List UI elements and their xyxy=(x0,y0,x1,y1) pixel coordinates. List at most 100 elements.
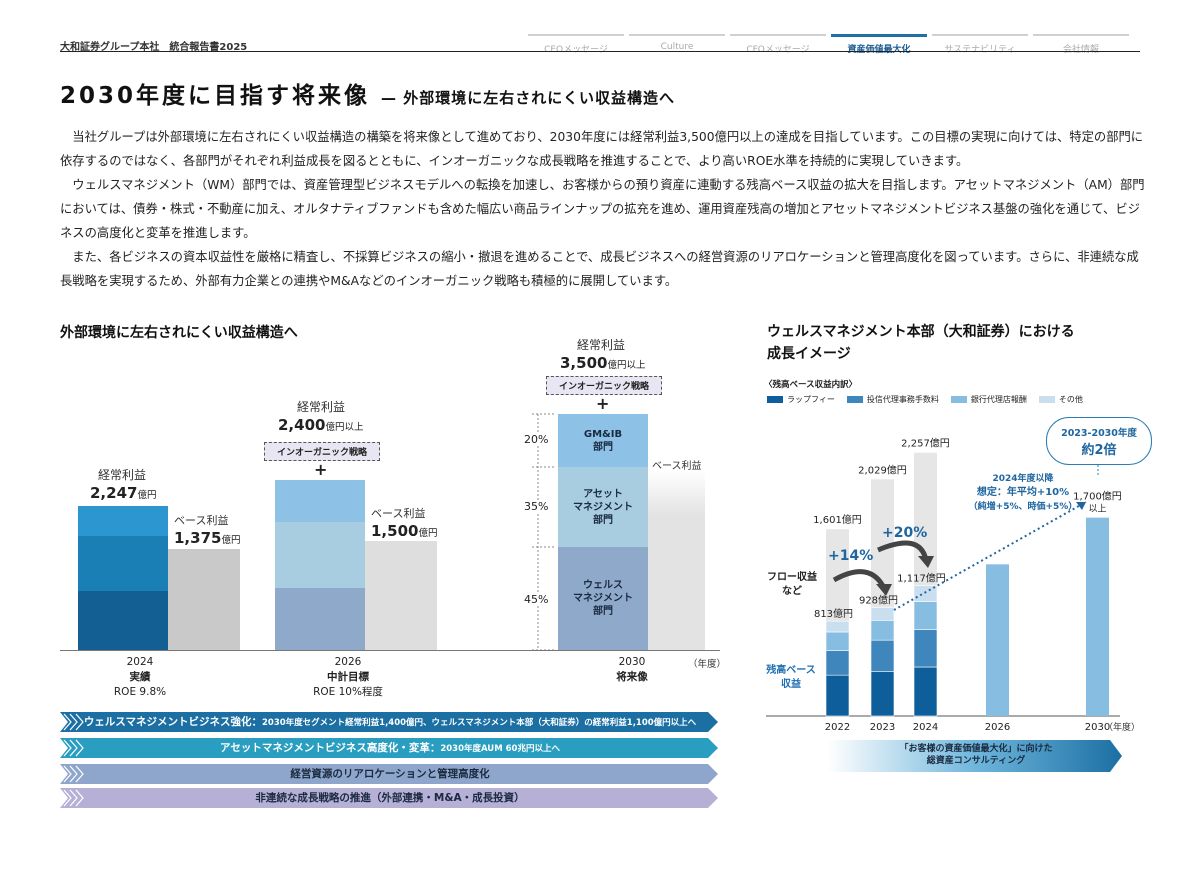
right-chart-title-l1: ウェルスマネジメント本部（大和証券）における xyxy=(767,324,1075,340)
stack-2022-3 xyxy=(825,620,850,633)
stack-2022-2 xyxy=(825,631,850,651)
strategy-band-1: ウェルスマネジメントビジネス強化：2030年度セグメント経常利益1,400億円、… xyxy=(60,712,720,732)
xlabel-2030-sub: 将来像 xyxy=(616,671,648,683)
legend-swatch xyxy=(950,396,967,403)
ordinary-profit-2026: 2,400億円以上 xyxy=(278,415,363,434)
xtick-2023: 2023 xyxy=(870,722,895,733)
strategy-band-4-text: 非連続な成長戦略の推進（外部連携・M&A・成長投資） xyxy=(60,788,720,808)
ordinary-profit-2026-unit: 億円以上 xyxy=(325,422,364,433)
growth-bubble-value: 約2倍 xyxy=(1081,443,1117,458)
inorganic-tag-2026: インオーガニック戦略 xyxy=(264,442,380,461)
base-profit-2024-value: 1,375 xyxy=(174,529,222,547)
right-chart-title: ウェルスマネジメント本部（大和証券）における 成長イメージ xyxy=(767,321,1075,365)
ordinary-profit-2024-value: 2,247 xyxy=(90,484,138,502)
legend-label: その他 xyxy=(1058,395,1083,404)
nav-tab-1[interactable]: Culture xyxy=(629,34,725,55)
nav-tab-0[interactable]: CEOメッセージ xyxy=(528,34,624,55)
base-label-2023: 928億円 xyxy=(859,594,898,607)
base-profit-2024-unit: 億円 xyxy=(221,535,241,546)
consulting-band-l2: 総資産コンサルティング xyxy=(926,756,1026,766)
xlabel-2024-roe: ROE 9.8% xyxy=(113,686,167,698)
ordinary-profit-2024-label: 経常利益 xyxy=(98,468,147,482)
xlabel-2026-year: 2026 xyxy=(334,656,362,668)
left-chart-title: 外部環境に左右されにくい収益構造へ xyxy=(60,325,298,341)
document-header: 大和証券グループ本社 統合報告書2025 xyxy=(60,42,248,53)
nav-tab-5[interactable]: 会社情報 xyxy=(1033,34,1129,55)
paragraph-3: また、各ビジネスの資本収益性を厳格に精査し、不採算ビジネスの縮小・撤退を進めるこ… xyxy=(60,250,1139,288)
plus-sign-2030: + xyxy=(596,394,610,413)
base-revenue-label: 残高ベース 収益 xyxy=(766,665,816,690)
bar-2024-top xyxy=(78,506,168,536)
segment-bracket xyxy=(532,413,556,651)
base-label-2024: 1,117億円 xyxy=(897,572,946,585)
bar-2026-mid xyxy=(275,522,365,588)
base-label-2022: 813億円 xyxy=(814,607,853,620)
segment-am: アセット マネジメント 部門 xyxy=(558,467,648,547)
stack-2024-2 xyxy=(913,601,938,630)
xlabel-2026-sub: 中計目標 xyxy=(327,671,369,683)
stack-2024-1 xyxy=(913,629,938,668)
trend-arrowhead xyxy=(1076,502,1086,510)
growth-arrow-2024 xyxy=(877,540,929,561)
left-fy-label: （年度） xyxy=(688,659,727,670)
base-bar-2030 xyxy=(1086,517,1109,716)
assumption-l1: 2024年度以降 xyxy=(992,474,1054,484)
xlabel-2026: 2026 中計目標 ROE 10%程度 xyxy=(298,655,398,700)
stack-2024-3 xyxy=(913,585,938,602)
xlabel-2030-year: 2030 xyxy=(618,656,646,668)
consulting-band-l1: 「お客様の資産価値最大化」に向けた xyxy=(899,744,1053,754)
xtick-2024: 2024 xyxy=(913,722,938,733)
strategy-band-1-text: ウェルスマネジメントビジネス強化：2030年度セグメント経常利益1,400億円、… xyxy=(60,712,720,732)
legend-label: 銀行代理店報酬 xyxy=(970,395,1027,404)
stack-2023-1 xyxy=(870,639,895,672)
base-bar-2030 xyxy=(648,470,705,650)
base-profit-2026: 1,500億円 xyxy=(371,521,437,540)
segment-gmib: GM&IB 部門 xyxy=(558,414,648,467)
base-profit-2026-unit: 億円 xyxy=(418,528,438,539)
base-profit-2026-value: 1,500 xyxy=(371,522,419,540)
xlabel-2026-roe: ROE 10%程度 xyxy=(313,686,383,698)
strategy-band-main: アセットマネジメントビジネス高度化・変革： xyxy=(220,742,441,754)
bar-2024-mid xyxy=(78,536,168,591)
paragraph-2: ウェルスマネジメント（WM）部門では、資産管理型ビジネスモデルへの転換を加速し、… xyxy=(60,178,1145,240)
right-chart-title-l2: 成長イメージ xyxy=(767,346,851,362)
xlabel-2024-sub: 実績 xyxy=(129,671,151,683)
legend-label: 投信代理事務手数料 xyxy=(866,395,939,404)
page-title: 2030年度に目指す将来像 — 外部環境に左右されにくい収益構造へ xyxy=(60,76,675,110)
nav-tab-4[interactable]: サステナビリティ xyxy=(932,34,1028,55)
flow-revenue-label: フロー収益 など xyxy=(767,572,817,597)
growth-arrowhead-2024 xyxy=(918,556,934,568)
segment-wm-pct: 45% xyxy=(524,593,549,606)
segment-gmib-label: GM&IB 部門 xyxy=(583,428,623,453)
xlabel-2024-year: 2024 xyxy=(126,656,154,668)
growth-arrowhead-2023 xyxy=(876,584,892,596)
strategy-band-4: 非連続な成長戦略の推進（外部連携・M&A・成長投資） xyxy=(60,788,720,808)
page-title-main: 2030年度に目指す将来像 xyxy=(60,83,371,109)
xtick-2022: 2022 xyxy=(825,722,850,733)
base-label-suffix-2030: 以上 xyxy=(1088,504,1106,515)
ordinary-profit-2030-label: 経常利益 xyxy=(577,338,626,352)
nav-tab-2[interactable]: CFOメッセージ xyxy=(730,34,826,55)
stack-2023-0 xyxy=(870,671,895,717)
ordinary-profit-2024-unit: 億円 xyxy=(137,490,157,501)
bar-2026-bottom xyxy=(275,588,365,650)
section-nav: CEOメッセージ Culture CFOメッセージ 資産価値最大化 サステナビリティ 会社… xyxy=(528,34,1134,55)
paragraph-1: 当社グループは外部環境に左右されにくい収益構造の構築を将来像として進めており、2… xyxy=(60,130,1144,168)
right-fy-label: （年度） xyxy=(1104,721,1140,733)
body-text: 当社グループは外部環境に左右されにくい収益構造の構築を将来像として進めており、2… xyxy=(60,125,1145,293)
nav-tab-3[interactable]: 資産価値最大化 xyxy=(831,34,927,55)
trend-line xyxy=(893,501,1087,611)
legend-item-2: 銀行代理店報酬 xyxy=(950,394,1027,405)
consulting-band xyxy=(828,740,1122,772)
base-profit-2024-label: ベース利益 xyxy=(174,514,229,527)
ordinary-profit-2030: 3,500億円以上 xyxy=(560,353,645,372)
segment-am-label: アセット マネジメント 部門 xyxy=(573,488,633,526)
strategy-band-3: 経営資源のリアロケーションと管理高度化 xyxy=(60,764,720,784)
strategy-band-sub: 2030年度セグメント経常利益1,400億円、ウェルスマネジメント本部（大和証券… xyxy=(262,718,697,728)
inorganic-tag-2030: インオーガニック戦略 xyxy=(546,376,662,395)
ordinary-profit-2026-value: 2,400 xyxy=(278,416,326,434)
growth-bubble-period: 2023-2030年度 xyxy=(1061,428,1137,439)
plus-sign-2026: + xyxy=(314,460,328,479)
stack-2024-0 xyxy=(913,666,938,717)
xlabel-2024: 2024 実績 ROE 9.8% xyxy=(100,655,180,700)
